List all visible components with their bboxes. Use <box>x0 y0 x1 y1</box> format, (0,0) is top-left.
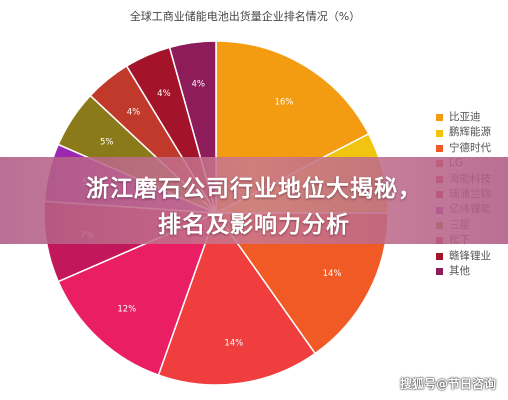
pie-data-label-2: 14% <box>323 269 342 279</box>
legend-label: 比亚迪 <box>449 111 481 123</box>
watermark: 搜狐号@节日咨询 <box>399 377 496 391</box>
pie-data-label-3: 14% <box>224 339 243 349</box>
headline-line-1: 浙江磨石公司行业地位大揭秘， <box>86 176 422 202</box>
legend-item-10: 其他 <box>436 264 491 279</box>
legend-label: 赣锋锂业 <box>449 249 491 262</box>
legend-item-2: 宁德时代 <box>436 141 491 156</box>
legend-swatch <box>436 144 443 152</box>
legend-item-0: 比亚迪 <box>436 110 491 125</box>
pie-data-label-0: 16% <box>274 97 293 107</box>
legend-label: 鹏辉能源 <box>449 126 491 139</box>
legend-label: 宁德时代 <box>449 141 491 154</box>
pie-data-label-7: 5% <box>100 137 114 147</box>
chart-title: 全球工商业储能电池出货量企业排名情况（%） <box>129 10 361 23</box>
pie-data-label-9: 4% <box>157 89 171 99</box>
pie-data-label-4: 12% <box>117 305 136 315</box>
headline-line-2: 排名及影响力分析 <box>158 212 350 238</box>
pie-data-label-10: 4% <box>191 79 205 89</box>
pie-slice-4 <box>57 211 218 377</box>
legend-swatch <box>436 114 443 122</box>
headline-banner: 浙江磨石公司行业地位大揭秘， 排名及影响力分析 <box>0 157 508 244</box>
legend-label: 其他 <box>449 264 470 277</box>
legend-swatch <box>436 129 443 137</box>
pie-data-label-8: 4% <box>127 108 141 118</box>
legend-swatch <box>436 268 443 276</box>
pie-slice-3 <box>157 211 317 386</box>
legend-item-9: 赣锋锂业 <box>436 249 491 264</box>
legend-swatch <box>436 252 443 260</box>
legend-item-1: 鹏辉能源 <box>436 125 491 140</box>
